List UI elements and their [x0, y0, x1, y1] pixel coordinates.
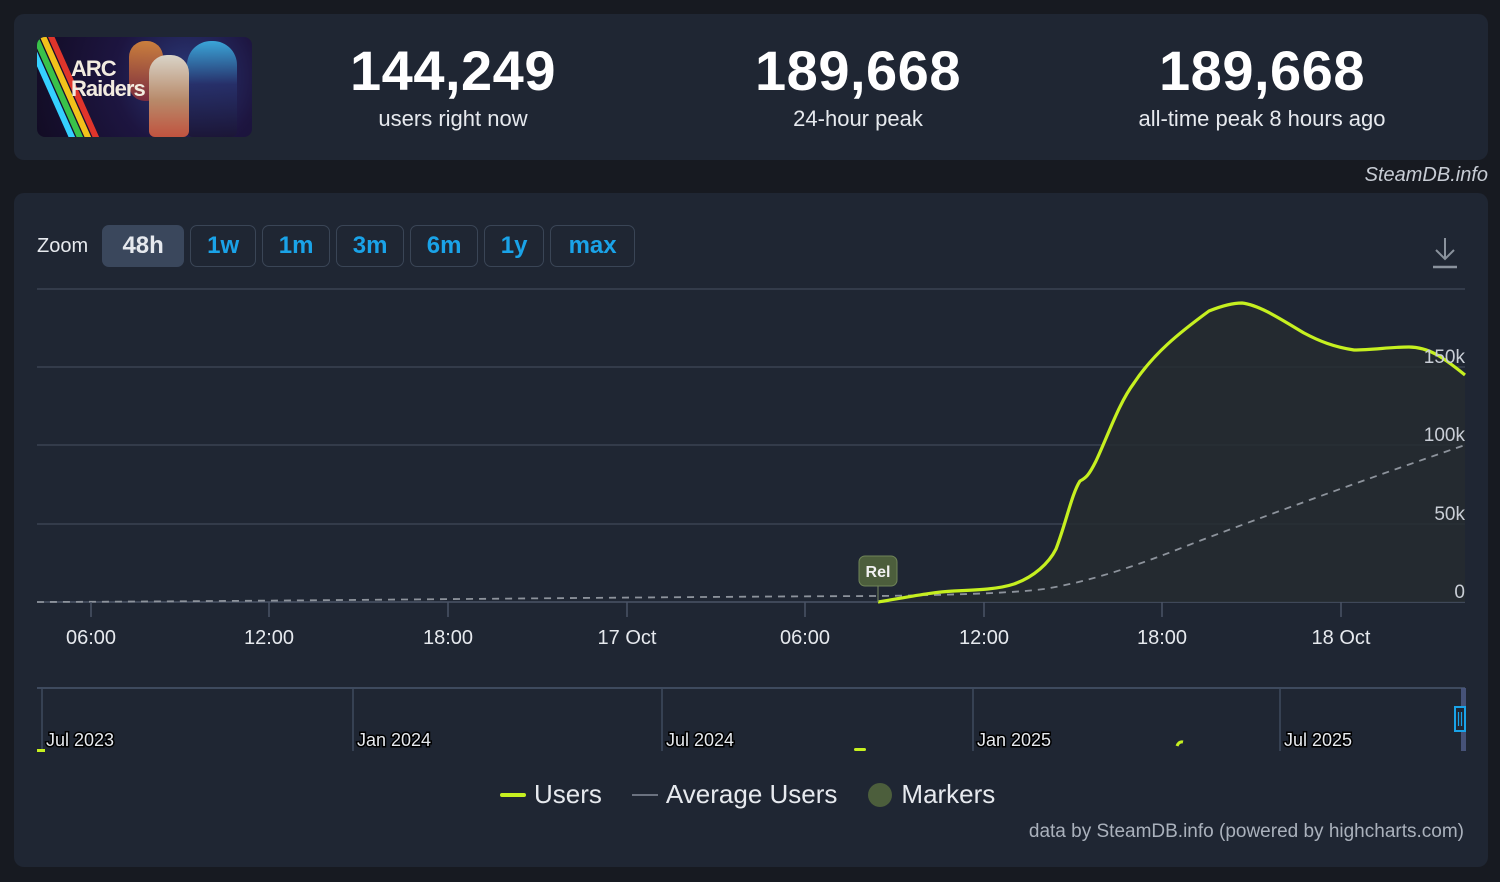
download-icon[interactable]	[1430, 235, 1460, 269]
stat-all-time-peak: 189,668 all-time peak 8 hours ago	[1052, 40, 1472, 132]
x-tick-label: 12:00	[244, 627, 294, 649]
character-art	[187, 41, 237, 137]
zoom-label: Zoom	[37, 234, 89, 257]
y-tick-label: 100k	[1424, 425, 1466, 446]
navigator[interactable]: Jul 2023 Jan 2024 Jul 2024 Jan 2025 Jul …	[37, 687, 1466, 752]
legend-label: Markers	[901, 779, 996, 809]
chart-credits[interactable]: data by SteamDB.info (powered by highcha…	[1028, 821, 1464, 842]
navigator-label: Jul 2023	[46, 730, 114, 750]
release-marker[interactable]: Rel	[858, 555, 898, 602]
logo-line-2: Raiders	[71, 76, 146, 101]
legend-markers[interactable]: Markers	[867, 779, 995, 810]
stat-label: 24-hour peak	[793, 106, 923, 131]
stat-value: 144,249	[350, 39, 556, 102]
users-area	[878, 303, 1465, 602]
x-tick-label: 18 Oct	[1312, 627, 1371, 649]
y-tick-label: 0	[1454, 582, 1465, 603]
stat-label: users right now	[378, 106, 528, 131]
marker-dot-icon	[868, 782, 893, 807]
game-logo-text: ARC Raiders	[71, 56, 146, 101]
legend-label: Users	[534, 779, 602, 809]
x-tick-label: 06:00	[780, 627, 830, 649]
zoom-3m-button[interactable]: 3m	[336, 225, 405, 267]
game-cover-image[interactable]: ARC Raiders	[37, 37, 252, 137]
stat-label: all-time peak 8 hours ago	[1138, 106, 1386, 131]
legend-average-users[interactable]: Average Users	[631, 779, 838, 810]
average-users-line	[36, 444, 1466, 603]
navigator-label: Jan 2025	[977, 730, 1051, 750]
users-line	[877, 301, 1467, 604]
navigator-label: Jan 2024	[357, 730, 431, 750]
zoom-1m-button[interactable]: 1m	[262, 225, 331, 267]
legend-users[interactable]: Users	[500, 779, 602, 810]
stat-current-users: 144,249 users right now	[243, 40, 663, 132]
navigator-labels: Jul 2023 Jan 2024 Jul 2024 Jan 2025 Jul …	[45, 729, 1354, 752]
brand-watermark: SteamDB.info	[1364, 164, 1488, 186]
stat-value: 189,668	[1159, 39, 1365, 102]
legend-label: Average Users	[665, 779, 838, 809]
x-tick-label: 17 Oct	[598, 627, 657, 649]
navigator-handle[interactable]	[1454, 706, 1466, 732]
zoom-max-button[interactable]: max	[550, 225, 636, 267]
x-tick-label: 06:00	[66, 627, 116, 649]
average-line-icon	[631, 793, 658, 796]
zoom-1w-button[interactable]: 1w	[190, 225, 257, 267]
x-axis-labels: 06:00 12:00 18:00 17 Oct 06:00 12:00 18:…	[66, 627, 1371, 649]
zoom-48h-button[interactable]: 48h	[102, 225, 185, 267]
navigator-label: Jul 2024	[666, 730, 734, 750]
marker-label: Rel	[866, 564, 891, 581]
player-count-chart: Rel 0 50k 100k 150k 06:00 12:00 18:00 17…	[36, 288, 1467, 752]
y-tick-label: 150k	[1424, 347, 1466, 368]
zoom-1y-button[interactable]: 1y	[484, 225, 545, 267]
y-tick-label: 50k	[1434, 504, 1465, 525]
logo-line-1: ARC	[71, 56, 117, 81]
stat-value: 189,668	[755, 39, 961, 102]
x-axis-ticks	[90, 602, 1342, 617]
chart-legend: Users Average Users Markers	[500, 779, 995, 810]
x-tick-label: 18:00	[1137, 627, 1187, 649]
users-line-icon	[500, 792, 526, 797]
stats-card: ARC Raiders 144,249 users right now 189,…	[14, 14, 1488, 160]
zoom-toolbar: Zoom 48h 1w 1m 3m 6m 1y max	[37, 224, 636, 268]
chart-card: Zoom 48h 1w 1m 3m 6m 1y max Rel	[14, 193, 1488, 867]
stat-24h-peak: 189,668 24-hour peak	[648, 40, 1068, 132]
navigator-label: Jul 2025	[1284, 730, 1352, 750]
y-axis-labels: 0 50k 100k 150k	[1424, 347, 1466, 603]
x-tick-label: 12:00	[959, 627, 1009, 649]
character-art	[149, 55, 189, 137]
x-tick-label: 18:00	[423, 627, 473, 649]
zoom-6m-button[interactable]: 6m	[410, 225, 479, 267]
